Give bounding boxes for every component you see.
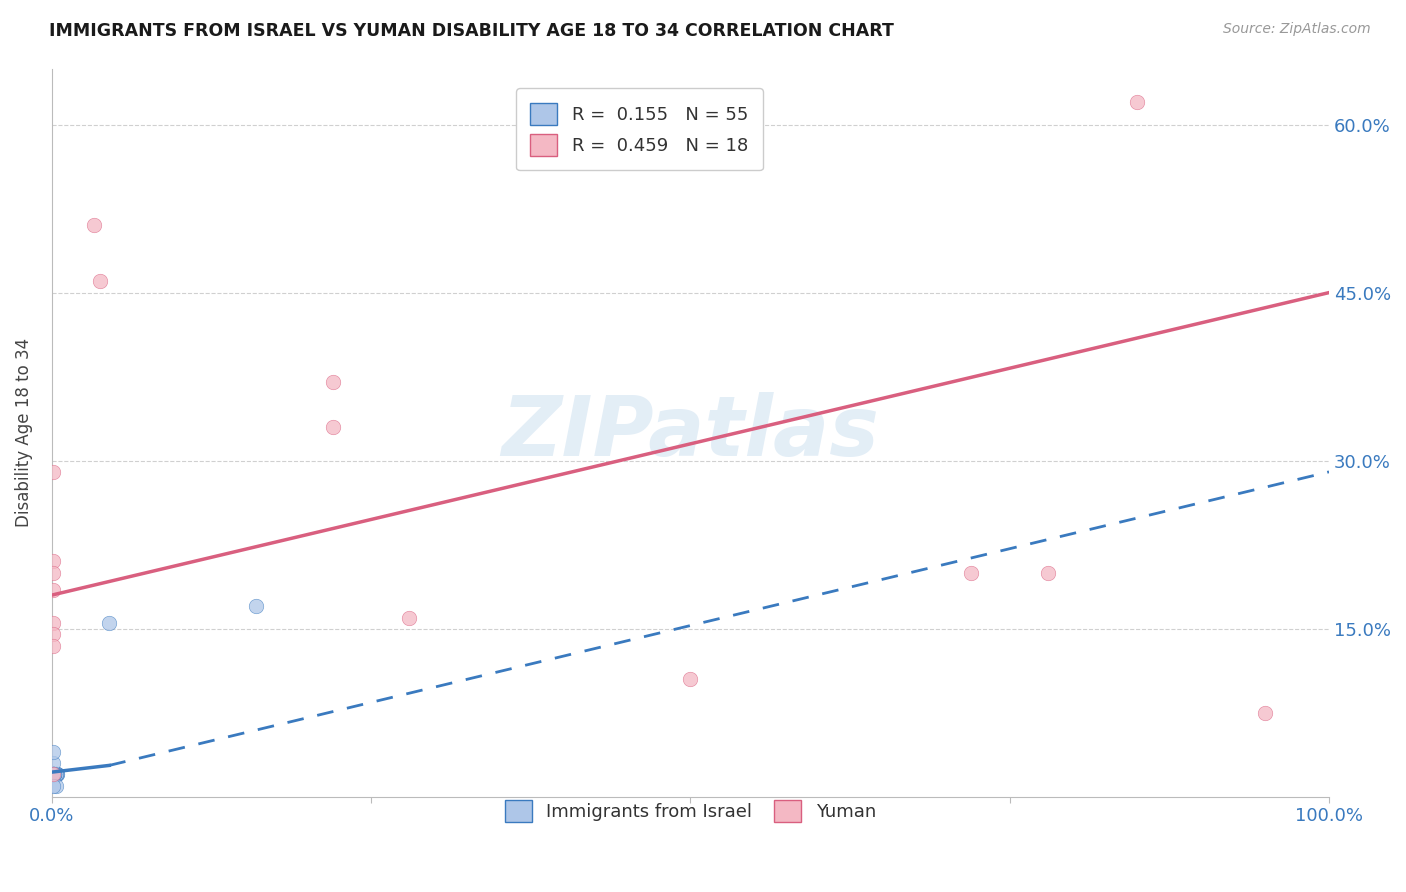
Point — [42, 767, 65, 781]
Point — [45, 767, 67, 781]
Point — [42, 767, 65, 781]
Text: ZIPatlas: ZIPatlas — [502, 392, 879, 473]
Point — [44, 767, 66, 781]
Point — [45, 767, 67, 781]
Point — [45, 767, 67, 781]
Point — [42, 767, 65, 781]
Point — [44, 767, 66, 781]
Point — [44, 767, 66, 781]
Point — [42, 767, 65, 781]
Point — [42, 767, 65, 781]
Point — [42, 767, 65, 781]
Point — [42, 767, 65, 781]
Point — [1126, 95, 1149, 109]
Point — [44, 767, 66, 781]
Point — [42, 767, 65, 781]
Point — [42, 767, 65, 781]
Point — [42, 566, 65, 580]
Point — [42, 767, 65, 781]
Point — [89, 274, 111, 288]
Point — [42, 554, 65, 568]
Y-axis label: Disability Age 18 to 34: Disability Age 18 to 34 — [15, 338, 32, 527]
Point — [44, 767, 66, 781]
Point — [42, 767, 65, 781]
Point — [42, 767, 65, 781]
Point — [42, 779, 65, 793]
Point — [44, 767, 66, 781]
Point — [42, 627, 65, 641]
Point — [42, 767, 65, 781]
Point — [42, 639, 65, 653]
Legend: Immigrants from Israel, Yuman: Immigrants from Israel, Yuman — [492, 788, 889, 835]
Point — [42, 767, 65, 781]
Point — [44, 767, 66, 781]
Point — [42, 767, 65, 781]
Point — [44, 767, 66, 781]
Point — [42, 767, 65, 781]
Text: IMMIGRANTS FROM ISRAEL VS YUMAN DISABILITY AGE 18 TO 34 CORRELATION CHART: IMMIGRANTS FROM ISRAEL VS YUMAN DISABILI… — [49, 22, 894, 40]
Point — [679, 672, 702, 686]
Point — [1036, 566, 1059, 580]
Point — [322, 376, 344, 390]
Point — [45, 767, 67, 781]
Point — [42, 767, 65, 781]
Point — [45, 767, 67, 781]
Point — [44, 767, 66, 781]
Point — [83, 219, 105, 233]
Point — [245, 599, 267, 614]
Point — [42, 745, 65, 759]
Point — [45, 767, 67, 781]
Point — [960, 566, 983, 580]
Point — [44, 767, 66, 781]
Point — [42, 767, 65, 781]
Point — [42, 616, 65, 631]
Point — [42, 767, 65, 781]
Point — [42, 756, 65, 771]
Point — [44, 767, 66, 781]
Point — [42, 767, 65, 781]
Text: Source: ZipAtlas.com: Source: ZipAtlas.com — [1223, 22, 1371, 37]
Point — [42, 767, 65, 781]
Point — [1254, 706, 1277, 720]
Point — [44, 767, 66, 781]
Point — [42, 767, 65, 781]
Point — [42, 767, 65, 781]
Point — [44, 767, 66, 781]
Point — [98, 616, 121, 631]
Point — [44, 767, 66, 781]
Point — [42, 767, 65, 781]
Point — [398, 610, 420, 624]
Point — [322, 420, 344, 434]
Point — [42, 767, 65, 781]
Point — [42, 767, 65, 781]
Point — [45, 779, 67, 793]
Point — [44, 767, 66, 781]
Point — [45, 767, 67, 781]
Point — [42, 582, 65, 597]
Point — [45, 767, 67, 781]
Point — [42, 767, 65, 781]
Point — [44, 767, 66, 781]
Point — [42, 767, 65, 781]
Point — [42, 465, 65, 479]
